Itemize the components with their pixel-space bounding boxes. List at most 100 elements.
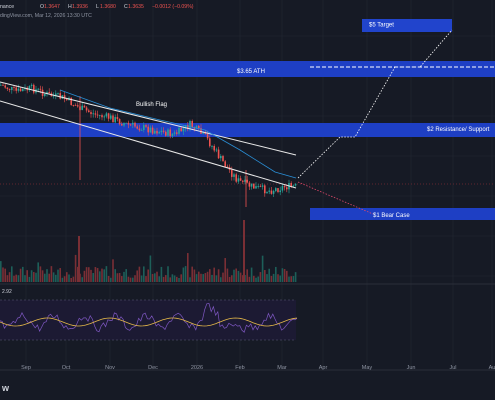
candle-body-71 bbox=[156, 130, 158, 134]
volume-bar-29 bbox=[63, 276, 66, 282]
volume-bar-75 bbox=[165, 275, 167, 282]
target-label: $5 Target bbox=[369, 23, 394, 29]
volume-bar-129 bbox=[283, 268, 286, 282]
volume-bar-32 bbox=[70, 277, 72, 282]
x-tick-label-8: May bbox=[362, 365, 373, 371]
chart-labels: nance dingView.com, Mar 12, 2026 13:30 U… bbox=[0, 4, 495, 393]
x-tick-label-9: Jun bbox=[407, 365, 416, 371]
candle-body-57 bbox=[125, 122, 127, 124]
candle-body-1 bbox=[2, 84, 4, 86]
volume-bar-127 bbox=[279, 275, 281, 282]
volume-bar-107 bbox=[235, 268, 237, 282]
bullish-flag-label: Bullish Flag bbox=[136, 102, 167, 108]
candle-body-4 bbox=[8, 89, 11, 91]
volume-bar-61 bbox=[134, 275, 136, 282]
x-tick-label-7: Apr bbox=[319, 365, 328, 371]
volume-bar-131 bbox=[288, 276, 290, 282]
candle-body-10 bbox=[22, 89, 24, 92]
channel-upper-line bbox=[0, 81, 297, 156]
candle-body-90 bbox=[198, 125, 200, 129]
volume-bar-103 bbox=[226, 268, 229, 282]
candle-body-29 bbox=[63, 95, 66, 99]
volume-bar-106 bbox=[233, 269, 235, 282]
rsi-line bbox=[0, 303, 298, 333]
candle-body-52 bbox=[114, 117, 116, 123]
x-tick-label-6: Mar bbox=[277, 365, 287, 371]
candle-body-55 bbox=[121, 124, 123, 126]
candle-body-41 bbox=[90, 112, 92, 115]
volume-bar-80 bbox=[176, 276, 178, 282]
candle-body-76 bbox=[167, 129, 169, 136]
candle-body-132 bbox=[290, 182, 292, 187]
candle-body-62 bbox=[136, 126, 138, 129]
candle-body-43 bbox=[94, 113, 97, 115]
candle-body-48 bbox=[105, 113, 108, 117]
candle-body-73 bbox=[160, 130, 163, 133]
volume-bar-51 bbox=[112, 259, 114, 282]
volume-bar-88 bbox=[193, 269, 196, 282]
volume-bar-39 bbox=[85, 267, 88, 282]
candle-body-128 bbox=[281, 186, 284, 191]
volume-bar-86 bbox=[189, 277, 191, 282]
candle-body-97 bbox=[213, 145, 215, 151]
volume-bar-0 bbox=[0, 261, 2, 282]
candle-body-70 bbox=[154, 130, 156, 134]
header-prefix: nance bbox=[0, 4, 14, 10]
candle-body-0 bbox=[0, 84, 2, 86]
candle-body-14 bbox=[30, 84, 33, 87]
candle-body-50 bbox=[110, 115, 112, 119]
volume-bar-40 bbox=[88, 267, 90, 282]
volume-bar-17 bbox=[37, 262, 39, 282]
candle-body-72 bbox=[158, 132, 160, 134]
volume-bar-50 bbox=[110, 277, 112, 282]
tradingview-logo-text: w bbox=[1, 383, 10, 393]
volume-bar-48 bbox=[105, 266, 108, 282]
candle-body-94 bbox=[206, 134, 209, 139]
volume-bar-133 bbox=[292, 276, 295, 282]
candle-body-44 bbox=[96, 114, 99, 116]
candle-body-122 bbox=[268, 190, 270, 192]
candle-body-115 bbox=[253, 183, 255, 189]
candle-body-102 bbox=[224, 161, 226, 167]
candle-body-68 bbox=[149, 127, 152, 133]
candle-body-27 bbox=[59, 93, 61, 99]
candle-body-67 bbox=[147, 126, 149, 133]
candle-body-58 bbox=[127, 122, 130, 125]
candle-body-117 bbox=[257, 186, 259, 187]
volume-bar-123 bbox=[270, 275, 273, 282]
volume-bar-65 bbox=[143, 266, 145, 282]
volume-bar-56 bbox=[123, 271, 125, 282]
candlesticks bbox=[0, 82, 297, 207]
candle-body-123 bbox=[270, 190, 273, 194]
volume-bar-90 bbox=[198, 271, 200, 282]
candle-body-78 bbox=[171, 133, 174, 137]
candle-body-129 bbox=[283, 186, 286, 188]
volume-bar-84 bbox=[184, 266, 187, 282]
candle-body-106 bbox=[233, 174, 235, 177]
volume-bar-102 bbox=[224, 258, 226, 282]
x-tick-label-0: Sep bbox=[21, 365, 31, 371]
volume-bar-45 bbox=[99, 271, 101, 282]
candle-body-99 bbox=[217, 149, 220, 159]
candle-body-100 bbox=[220, 155, 222, 159]
candle-body-42 bbox=[92, 113, 94, 115]
candle-body-30 bbox=[66, 98, 68, 100]
ohlc-change: −0.0012 (−0.09%) bbox=[152, 4, 194, 10]
volume-bar-121 bbox=[266, 274, 268, 282]
volume-bar-76 bbox=[167, 266, 169, 282]
volume-bar-79 bbox=[173, 275, 176, 282]
candle-body-51 bbox=[112, 115, 114, 123]
volume-bar-13 bbox=[28, 276, 31, 282]
candle-body-85 bbox=[187, 124, 189, 130]
volume-bar-8 bbox=[17, 275, 20, 282]
ohlc-key-L: L bbox=[96, 4, 99, 10]
volume-bar-118 bbox=[259, 272, 262, 282]
candle-body-91 bbox=[200, 128, 202, 134]
candle-body-81 bbox=[178, 127, 180, 134]
candle-body-47 bbox=[103, 116, 105, 118]
volume-bar-3 bbox=[6, 275, 9, 282]
volume-bar-12 bbox=[26, 270, 28, 282]
volume-bar-116 bbox=[255, 277, 257, 282]
candle-body-54 bbox=[118, 118, 121, 125]
